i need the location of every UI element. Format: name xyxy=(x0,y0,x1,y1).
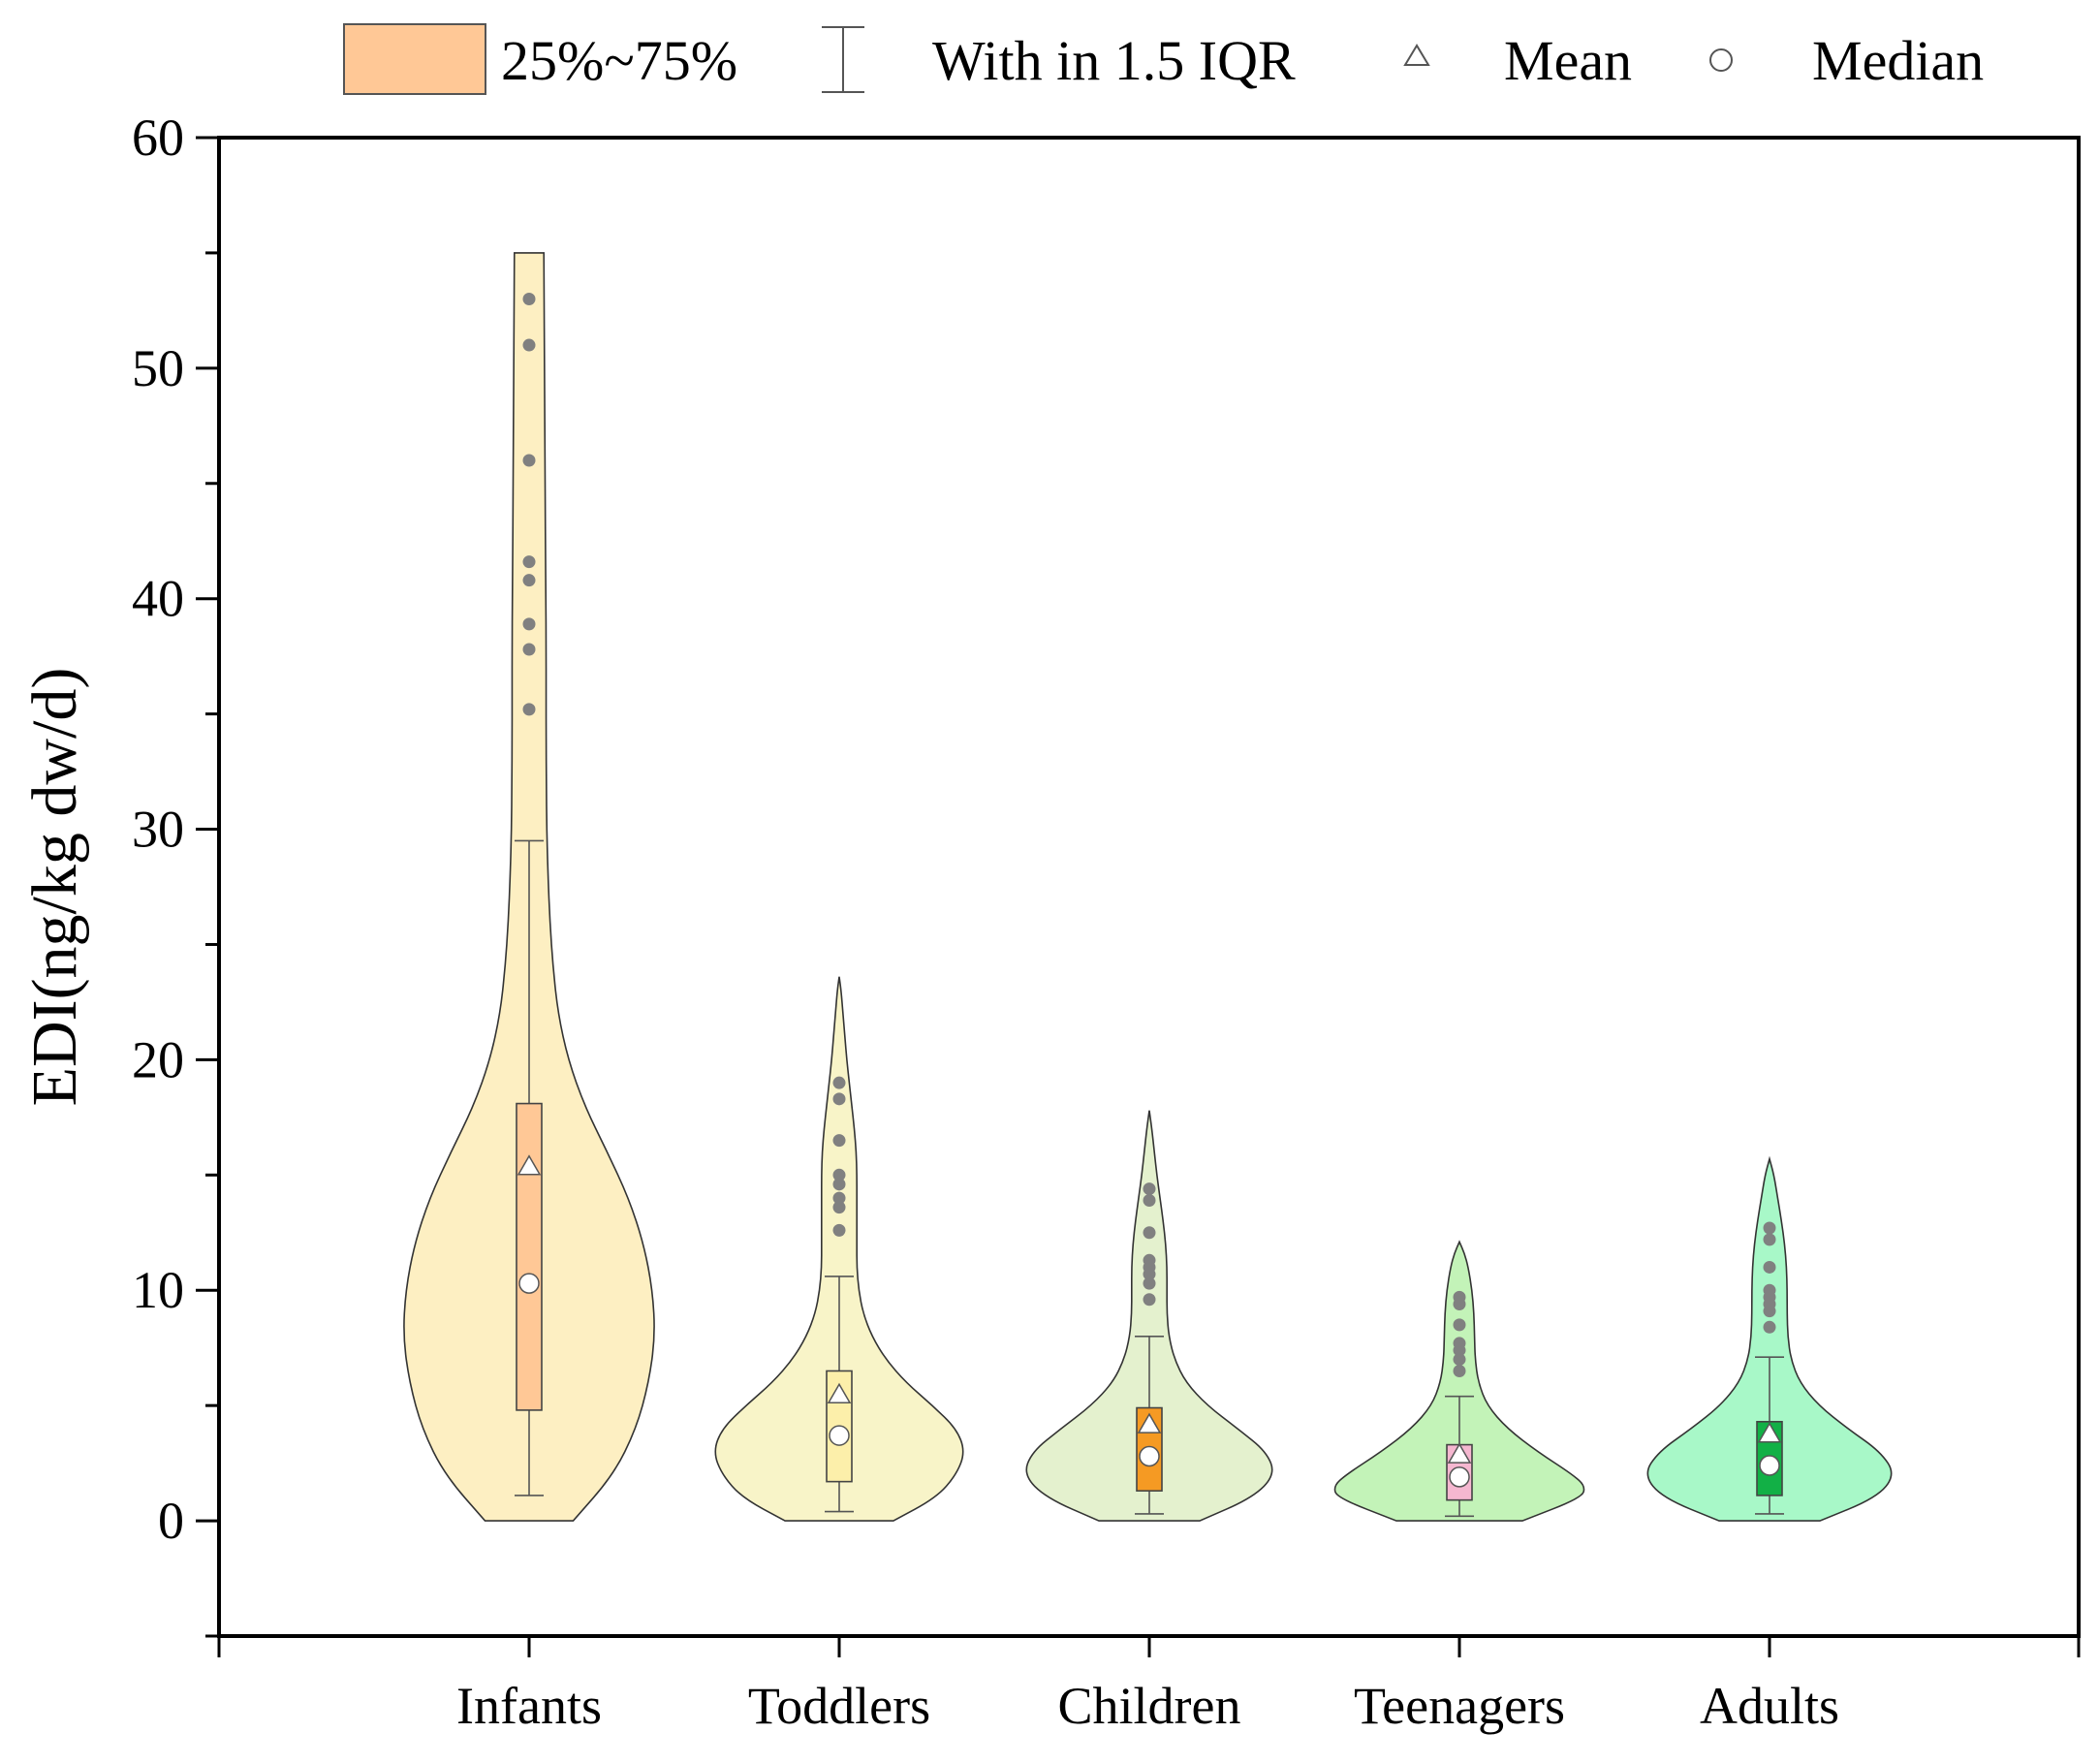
median-marker xyxy=(829,1425,850,1446)
outlier-point xyxy=(522,555,536,569)
outlier-point xyxy=(1763,1233,1776,1246)
outlier-point xyxy=(522,703,536,716)
legend: 25%~75% With in 1.5 IQR Mean Median xyxy=(343,23,1984,95)
outlier-point xyxy=(832,1191,846,1205)
violins-layer xyxy=(403,252,1893,1522)
legend-box-label: 25%~75% xyxy=(501,29,737,92)
x-tick-label: Teenagers xyxy=(1354,1677,1565,1735)
median-marker xyxy=(1139,1445,1160,1467)
x-tick-label: Toddlers xyxy=(748,1677,930,1735)
legend-mean-label: Mean xyxy=(1504,29,1632,92)
outlier-point xyxy=(522,643,536,656)
y-tick-label: 30 xyxy=(132,801,184,859)
outlier-point xyxy=(832,1223,846,1237)
legend-mean-triangle-icon xyxy=(1403,44,1430,66)
x-tick-label: Children xyxy=(1058,1677,1241,1735)
outlier-point xyxy=(832,1178,846,1191)
outlier-point xyxy=(1143,1193,1156,1207)
outlier-point xyxy=(1763,1221,1776,1235)
outlier-point xyxy=(522,617,536,631)
outlier-point xyxy=(1453,1353,1466,1367)
outlier-point xyxy=(1763,1260,1776,1274)
violin-body xyxy=(714,976,964,1522)
outlier-point xyxy=(1453,1337,1466,1350)
violin-body xyxy=(1646,1155,1893,1522)
outlier-point xyxy=(1143,1253,1156,1267)
outlier-point xyxy=(832,1201,846,1214)
outlier-point xyxy=(522,292,536,305)
legend-median-label: Median xyxy=(1812,29,1984,92)
outlier-point xyxy=(1453,1318,1466,1332)
outlier-point xyxy=(1763,1320,1776,1334)
y-tick-label: 0 xyxy=(158,1492,184,1550)
outlier-point xyxy=(832,1134,846,1148)
violin-group-adults xyxy=(1646,1155,1893,1522)
y-tick-label: 10 xyxy=(132,1261,184,1319)
legend-median-circle-icon xyxy=(1709,48,1733,72)
mean-marker xyxy=(1447,1442,1472,1464)
outlier-point xyxy=(522,574,536,587)
legend-whisker-swatch xyxy=(822,26,864,93)
outlier-point xyxy=(522,338,536,352)
outlier-point xyxy=(832,1168,846,1181)
outlier-point xyxy=(1763,1283,1776,1297)
outlier-point xyxy=(832,1092,846,1106)
y-tick-label: 50 xyxy=(132,339,184,397)
outlier-point xyxy=(1453,1364,1466,1377)
violin-body xyxy=(1025,1110,1273,1522)
violin-group-children xyxy=(1025,1110,1273,1522)
outlier-point xyxy=(1143,1276,1156,1290)
y-tick-label: 60 xyxy=(132,109,184,167)
outlier-point xyxy=(832,1076,846,1089)
axes-layer: 0 10 20 30 40 50 60 Infants Toddlers Children Teen… xyxy=(132,109,2081,1735)
outlier-point xyxy=(1143,1226,1156,1240)
mean-marker xyxy=(1137,1412,1162,1433)
outlier-point xyxy=(1453,1290,1466,1304)
x-tick-label: Adults xyxy=(1700,1677,1839,1735)
outlier-point xyxy=(522,454,536,467)
median-marker xyxy=(1449,1466,1470,1488)
outlier-point xyxy=(1143,1293,1156,1307)
mean-marker xyxy=(827,1382,852,1404)
y-axis-title: EDI(ng/kg dw/d) xyxy=(19,668,90,1107)
violin-group-teenagers xyxy=(1333,1240,1585,1522)
mean-marker xyxy=(517,1154,542,1176)
violin-group-infants xyxy=(403,252,655,1522)
y-tick-label: 40 xyxy=(132,570,184,628)
median-marker xyxy=(518,1273,540,1294)
outlier-point xyxy=(1143,1182,1156,1196)
x-tick-label: Infants xyxy=(456,1677,602,1735)
violin-group-toddlers xyxy=(714,976,964,1522)
violin-body xyxy=(1333,1240,1585,1522)
legend-box-swatch xyxy=(343,23,486,95)
legend-whisker-label: With in 1.5 IQR xyxy=(932,29,1296,92)
mean-marker xyxy=(1757,1422,1782,1443)
median-marker xyxy=(1759,1455,1780,1476)
y-tick-label: 20 xyxy=(132,1030,184,1088)
iqr-box xyxy=(516,1102,543,1411)
